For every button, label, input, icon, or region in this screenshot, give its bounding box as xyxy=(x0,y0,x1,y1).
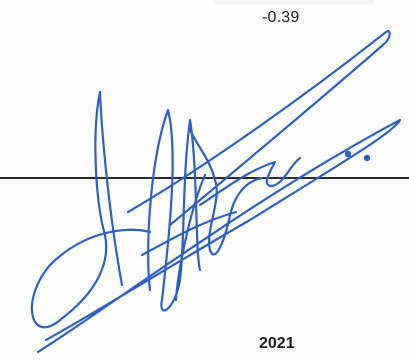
signature-stroke-initial xyxy=(30,90,152,329)
signature-stroke-initial-b xyxy=(98,90,124,287)
amount-value: -0.39 xyxy=(262,9,300,26)
signature-stroke-mid-5 xyxy=(174,173,207,302)
signature-stroke-mid-1 xyxy=(147,108,202,312)
signature-dot-1 xyxy=(344,150,352,158)
signature-stroke-mid-4 xyxy=(140,210,238,257)
signature-stroke-mid-3 xyxy=(198,156,302,207)
signature-stroke-mid-2 xyxy=(188,128,264,256)
signature-dot-2 xyxy=(363,154,371,162)
year-label: 2021 xyxy=(259,335,295,352)
signature-stroke-top xyxy=(126,30,391,227)
cropped-top-text xyxy=(214,0,374,5)
